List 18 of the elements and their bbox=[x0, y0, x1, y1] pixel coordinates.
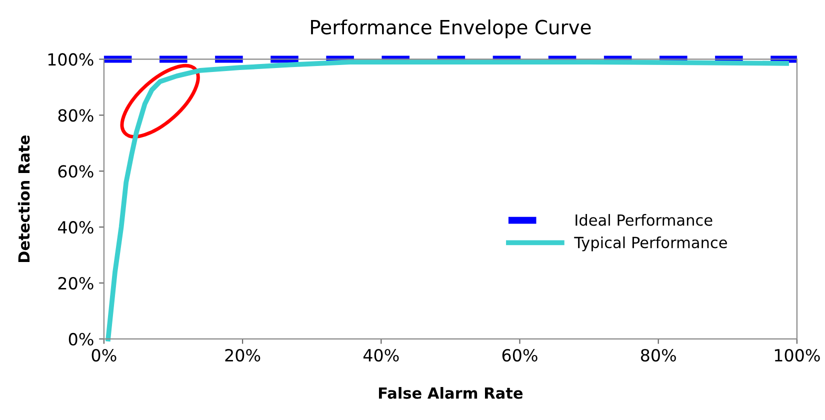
y-tick-label: 0% bbox=[68, 332, 94, 346]
legend-label: Typical Performance bbox=[574, 236, 727, 252]
legend-label: Ideal Performance bbox=[576, 214, 712, 226]
y-tick-label: 40% bbox=[58, 221, 94, 234]
y-tick-label: 20% bbox=[58, 276, 94, 290]
x-axis-title: False Alarm Rate bbox=[378, 387, 523, 399]
x-tick-label: 80% bbox=[640, 348, 676, 362]
x-tick-label: 60% bbox=[502, 348, 538, 362]
y-tick-label: 60% bbox=[58, 165, 94, 178]
chart-title: Performance Envelope Curve bbox=[311, 19, 591, 38]
x-tick-label: 100% bbox=[774, 348, 820, 362]
y-tick-label: 100% bbox=[48, 53, 94, 66]
line-series bbox=[106, 60, 789, 342]
y-axis-title: Detection Rate bbox=[18, 135, 30, 262]
y-tick-label: 80% bbox=[58, 109, 94, 122]
x-tick-label: 20% bbox=[225, 348, 260, 362]
x-tick-label: 40% bbox=[363, 348, 399, 362]
x-tick-label: 0% bbox=[92, 348, 116, 362]
